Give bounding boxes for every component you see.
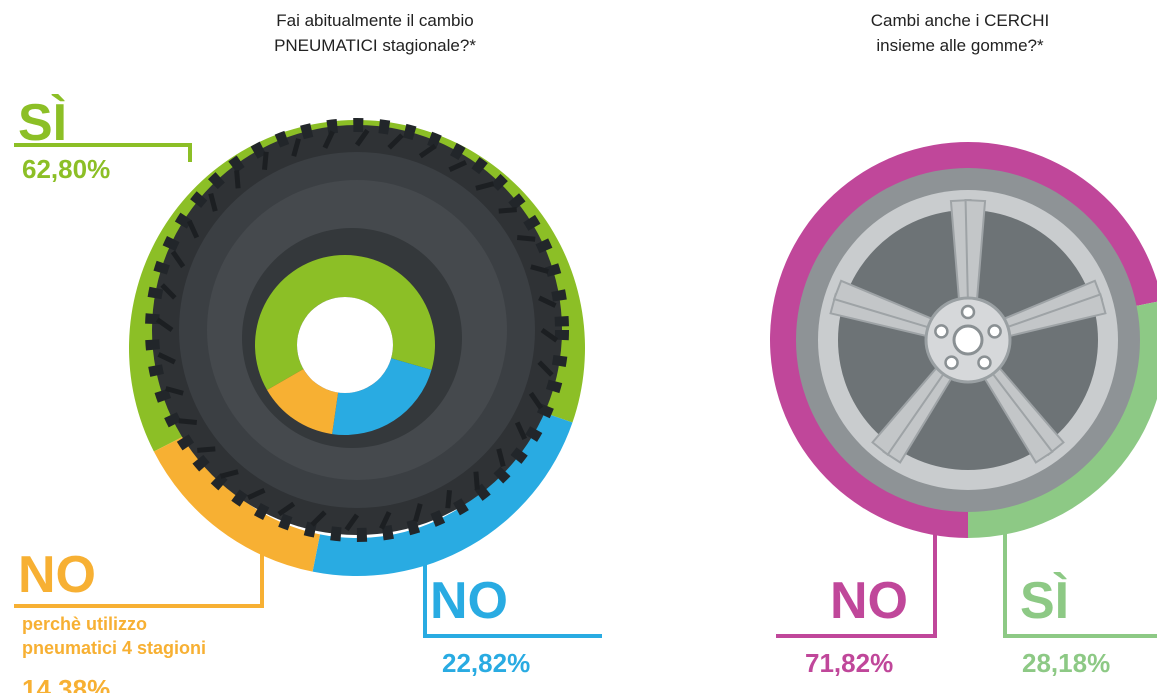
tread-notch	[498, 207, 517, 214]
tread-notch	[170, 250, 186, 269]
category-label: SÌ	[1020, 572, 1069, 630]
tread-notch	[496, 448, 506, 468]
value-label: 28,18%	[1022, 648, 1110, 678]
tread-notch	[537, 360, 554, 377]
bolt	[934, 324, 949, 339]
tread-notch	[291, 138, 301, 157]
tread-notch	[262, 151, 269, 171]
value-label: 71,82%	[805, 648, 893, 678]
tread-notch	[540, 327, 559, 343]
leader-line	[14, 538, 264, 608]
inner-ring	[254, 254, 435, 435]
wheel	[796, 168, 1140, 512]
tread-notch	[165, 386, 184, 396]
tread-notch	[379, 511, 392, 530]
tread-notch	[528, 391, 544, 410]
bolt	[987, 324, 1002, 339]
tread-notch	[208, 192, 218, 212]
pie-slice	[312, 410, 573, 576]
tread-notch	[448, 159, 467, 173]
tread-notch	[277, 501, 296, 517]
tire-tread	[145, 118, 569, 542]
tread-notch	[310, 510, 327, 527]
bolt	[960, 304, 976, 320]
leader-line	[14, 143, 192, 162]
tread-notch	[234, 170, 241, 189]
tread-notch	[197, 446, 216, 453]
tread-notch	[247, 487, 266, 501]
bolt	[977, 355, 992, 370]
tread-notch	[354, 128, 370, 147]
value-label: 14,38%	[22, 674, 110, 693]
category-label: SÌ	[18, 94, 67, 152]
tread-notch	[473, 471, 480, 490]
leader-line	[1003, 520, 1157, 638]
tread-notch	[516, 235, 536, 242]
tread-notch	[219, 469, 239, 479]
bolt	[944, 355, 959, 370]
tread-notch	[418, 143, 437, 159]
tread-notch	[186, 220, 200, 239]
tread-notch	[445, 489, 452, 509]
tread-notch	[157, 352, 176, 365]
pie-slice	[254, 254, 435, 390]
annotation: perchè utilizzo pneumatici 4 stagioni	[22, 614, 207, 658]
wheel-center	[952, 324, 984, 356]
value-label: 22,82%	[442, 648, 530, 678]
tread-notch	[155, 317, 174, 333]
pie-slice	[332, 358, 432, 435]
tread-notch	[160, 283, 177, 300]
tread-notch	[413, 503, 423, 522]
category-label: NO	[18, 546, 96, 604]
leader-line	[776, 525, 937, 638]
chart-title: Fai abitualmente il cambio PNEUMATICI st…	[274, 11, 476, 55]
value-label: 62,80%	[22, 154, 110, 184]
chart-title: Cambi anche i CERCHI insieme alle gomme?…	[870, 11, 1050, 55]
tread-notch	[538, 295, 557, 308]
leader-line	[423, 560, 602, 638]
category-label: NO	[830, 572, 908, 630]
category-label: NO	[430, 572, 508, 630]
tread-notch	[178, 418, 198, 425]
tread-notch	[344, 513, 360, 532]
tread-notch	[475, 181, 495, 191]
pie-slice	[267, 369, 339, 435]
tread-notch	[322, 130, 335, 149]
tire-hole	[297, 297, 393, 393]
tread-notch	[387, 133, 404, 150]
tread-notch	[514, 421, 528, 440]
tread-notch	[530, 264, 549, 274]
